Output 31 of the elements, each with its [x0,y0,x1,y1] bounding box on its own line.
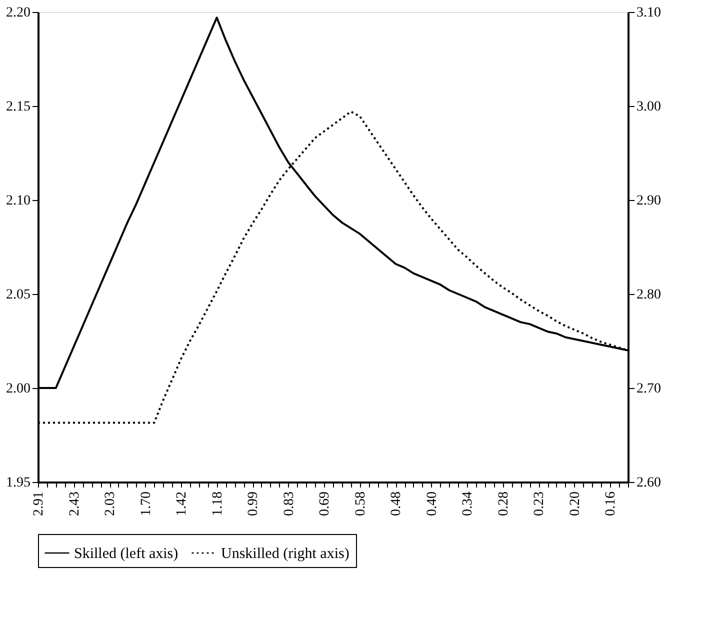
legend-label: Skilled (left axis) [74,546,178,562]
x-tick-label: 1.42 [174,492,190,516]
y2-tick-label: 2.60 [636,476,661,490]
x-tick-label: 0.83 [282,492,297,516]
x-tick-label: 0.58 [353,492,368,516]
x-tick-label: 0.34 [460,492,476,516]
y-tick-label: 2.05 [6,288,30,302]
x-tick-label: 0.28 [496,492,512,516]
y-tick-label: 2.00 [6,382,30,396]
x-tick-label: 1.70 [138,492,154,516]
x-tick-label: 0.23 [532,492,548,516]
x-tick-label: 0.20 [568,492,583,516]
y2-tick-label: 2.90 [636,194,661,208]
y2-tick-label: 3.10 [636,6,661,20]
x-tick-label: 0.16 [604,492,619,516]
y-tick-label: 1.95 [6,476,30,490]
x-tick-label: 0.69 [318,492,333,516]
x-tick-label: 0.99 [246,492,262,516]
x-tick-label: 2.43 [67,492,82,516]
y-tick-label: 2.10 [6,194,30,208]
y-tick-label: 2.15 [6,100,30,114]
x-tick-label: 1.18 [210,492,226,516]
x-tick-label: 2.03 [103,492,118,516]
y2-tick-label: 2.80 [636,288,661,302]
x-tick-label: 0.48 [389,492,404,516]
legend-label: Unskilled (right axis) [221,546,350,562]
x-tick-label: 0.40 [424,492,440,516]
y-tick-label: 2.20 [6,6,30,20]
y2-tick-label: 2.70 [636,382,661,396]
x-tick-label: 2.91 [32,492,46,516]
y2-tick-label: 3.00 [636,100,661,114]
